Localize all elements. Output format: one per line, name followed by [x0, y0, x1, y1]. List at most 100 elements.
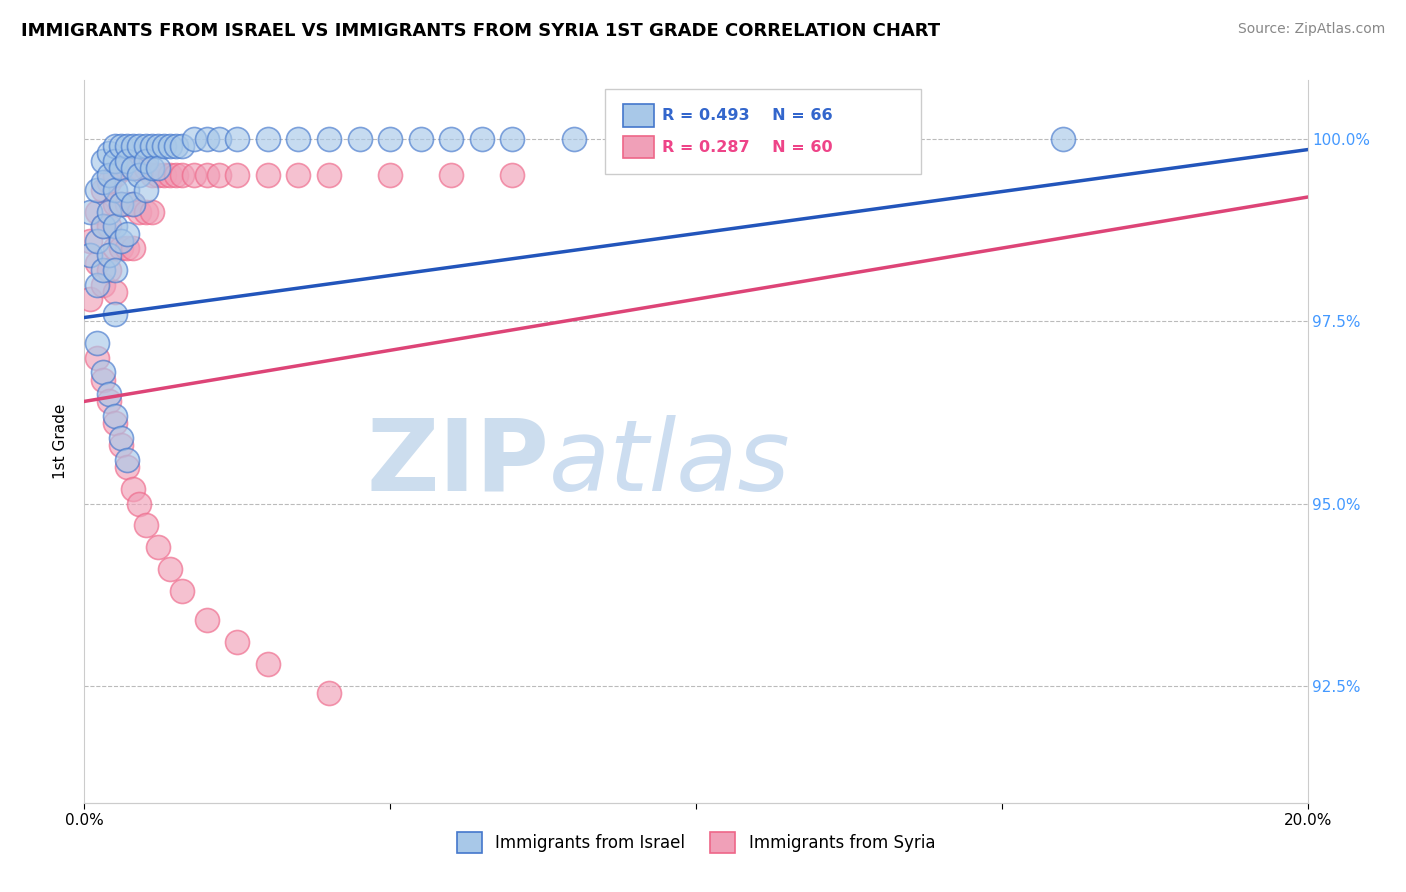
Point	[172, 584, 194, 599]
Point	[153, 139, 176, 153]
Text: atlas: atlas	[550, 415, 790, 512]
Point	[208, 131, 231, 145]
Point	[79, 204, 101, 219]
Point	[226, 168, 249, 182]
Y-axis label: 1st Grade: 1st Grade	[53, 404, 69, 479]
Point	[86, 277, 108, 292]
Point	[226, 131, 249, 145]
Point	[122, 197, 145, 211]
Point	[97, 219, 120, 234]
Point	[128, 161, 150, 175]
Point	[146, 168, 169, 182]
Point	[624, 131, 647, 145]
Point	[135, 183, 157, 197]
Point	[115, 183, 138, 197]
Point	[146, 139, 169, 153]
Point	[110, 197, 132, 211]
Point	[115, 241, 138, 255]
Point	[318, 686, 340, 700]
Point	[122, 241, 145, 255]
Point	[115, 227, 138, 241]
Point	[287, 131, 309, 145]
Point	[110, 161, 132, 175]
Point	[440, 131, 463, 145]
Point	[110, 431, 132, 445]
Point	[153, 168, 176, 182]
Point	[104, 219, 127, 234]
Point	[104, 139, 127, 153]
Point	[110, 197, 132, 211]
Point	[97, 248, 120, 262]
Point	[208, 168, 231, 182]
Point	[110, 139, 132, 153]
Point	[104, 417, 127, 431]
Text: R = 0.287    N = 60: R = 0.287 N = 60	[662, 140, 832, 154]
Point	[172, 139, 194, 153]
Point	[110, 161, 132, 175]
Point	[86, 183, 108, 197]
Point	[183, 131, 205, 145]
Point	[141, 204, 163, 219]
Point	[146, 161, 169, 175]
Point	[380, 168, 402, 182]
Point	[128, 497, 150, 511]
Point	[287, 168, 309, 182]
Point	[172, 168, 194, 182]
Point	[128, 204, 150, 219]
Point	[122, 161, 145, 175]
Point	[97, 394, 120, 409]
Point	[135, 153, 157, 168]
Point	[471, 131, 494, 145]
Legend: Immigrants from Israel, Immigrants from Syria: Immigrants from Israel, Immigrants from …	[450, 826, 942, 860]
Point	[97, 176, 120, 190]
Point	[86, 234, 108, 248]
Point	[115, 197, 138, 211]
Point	[97, 387, 120, 401]
Point	[380, 131, 402, 145]
Point	[195, 131, 218, 145]
Point	[685, 131, 707, 145]
Point	[104, 307, 127, 321]
Point	[128, 168, 150, 182]
Point	[135, 161, 157, 175]
Point	[122, 197, 145, 211]
Point	[122, 161, 145, 175]
Point	[257, 131, 280, 145]
Point	[159, 139, 181, 153]
Point	[257, 168, 280, 182]
Point	[91, 176, 114, 190]
Point	[318, 168, 340, 182]
Point	[97, 168, 120, 182]
Point	[91, 219, 114, 234]
Point	[159, 562, 181, 576]
Point	[183, 168, 205, 182]
Point	[91, 183, 114, 197]
Point	[128, 139, 150, 153]
Point	[79, 234, 101, 248]
Point	[79, 292, 101, 306]
Point	[97, 204, 120, 219]
Point	[86, 204, 108, 219]
Point	[97, 263, 120, 277]
Point	[135, 139, 157, 153]
Point	[104, 183, 127, 197]
Point	[440, 168, 463, 182]
Point	[97, 146, 120, 161]
Point	[115, 460, 138, 475]
Text: ZIP: ZIP	[367, 415, 550, 512]
Point	[110, 438, 132, 452]
Point	[115, 153, 138, 168]
Point	[115, 452, 138, 467]
Point	[86, 256, 108, 270]
Point	[110, 234, 132, 248]
Point	[135, 204, 157, 219]
Text: R = 0.493    N = 66: R = 0.493 N = 66	[662, 109, 832, 123]
Point	[141, 161, 163, 175]
Point	[91, 372, 114, 386]
Point	[91, 263, 114, 277]
Point	[159, 168, 181, 182]
Point	[91, 365, 114, 379]
Point	[195, 168, 218, 182]
Point	[104, 285, 127, 299]
Point	[104, 168, 127, 182]
